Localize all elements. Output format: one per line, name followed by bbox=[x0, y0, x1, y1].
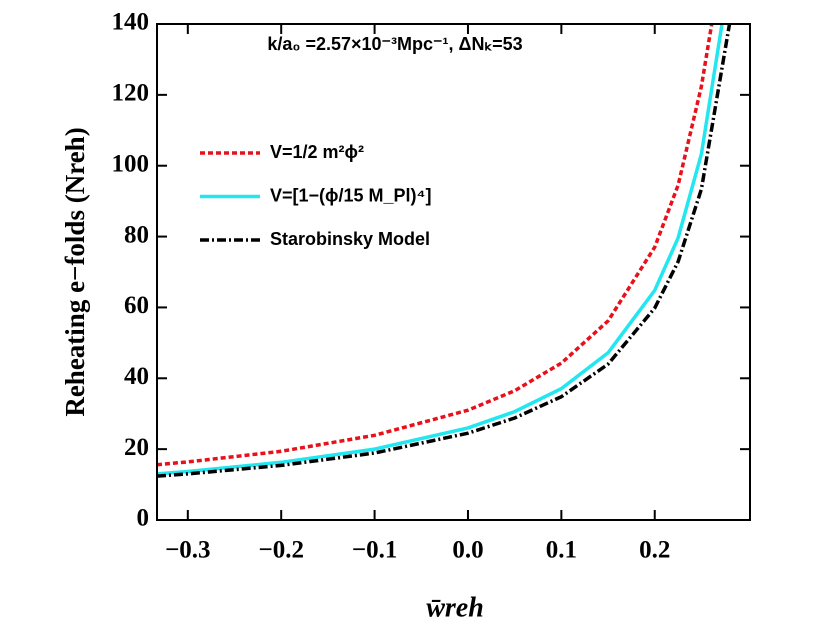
y-tick-label: 120 bbox=[112, 80, 150, 107]
y-tick-label: 100 bbox=[112, 150, 150, 177]
y-tick-label: 60 bbox=[124, 292, 149, 319]
x-tick-label: 0.0 bbox=[452, 537, 483, 564]
legend-label: V=1/2 m²ϕ² bbox=[270, 142, 364, 162]
series-line bbox=[157, 24, 724, 476]
x-tick-label: −0.2 bbox=[258, 537, 304, 564]
legend-label: V=[1−(ϕ/15 M_Pl)⁴] bbox=[270, 185, 431, 205]
x-tick-label: −0.1 bbox=[352, 537, 398, 564]
x-axis-label: w̄reh bbox=[426, 592, 484, 623]
annotation: k/a₀ =2.57×10⁻³Mpc⁻¹, ΔNₖ=53 bbox=[267, 34, 522, 54]
y-tick-label: 20 bbox=[124, 434, 149, 461]
legend-label: Starobinsky Model bbox=[270, 229, 430, 249]
x-tick-label: 0.1 bbox=[546, 537, 577, 564]
series-line bbox=[157, 24, 714, 467]
x-tick-label: 0.2 bbox=[639, 537, 670, 564]
series-line bbox=[157, 24, 732, 478]
y-tick-label: 140 bbox=[112, 9, 150, 36]
plot-frame bbox=[156, 23, 751, 521]
x-tick-label: −0.3 bbox=[165, 537, 211, 564]
y-axis-label: Reheating e−folds (Nreh) bbox=[60, 127, 90, 416]
y-tick-label: 40 bbox=[124, 363, 149, 390]
y-tick-label: 0 bbox=[137, 505, 150, 532]
y-tick-label: 80 bbox=[124, 221, 149, 248]
